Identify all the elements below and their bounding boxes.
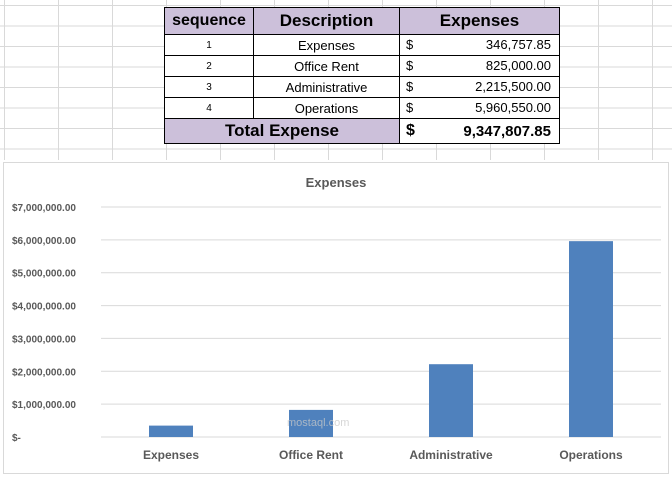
- cell-sequence[interactable]: 1: [164, 34, 254, 56]
- currency-symbol: $: [406, 122, 415, 139]
- cell-expense[interactable]: $ 346,757.85: [399, 34, 560, 56]
- total-label[interactable]: Total Expense: [164, 118, 400, 144]
- cell-sequence[interactable]: 2: [164, 55, 254, 77]
- bar-expenses: [149, 425, 193, 437]
- cell-expense[interactable]: $ 825,000.00: [399, 55, 560, 77]
- x-tick-label: Office Rent: [279, 448, 343, 462]
- table-row: 4 Operations $ 5,960,550.00: [164, 97, 560, 119]
- header-expenses[interactable]: Expenses: [399, 7, 560, 35]
- table-header-row: sequence Description Expenses: [164, 7, 560, 35]
- expense-amount: 346,757.85: [485, 37, 551, 52]
- y-tick-label: $6,000,000.00: [12, 236, 76, 247]
- header-description[interactable]: Description: [253, 7, 400, 35]
- bar-administrative: [429, 364, 473, 437]
- expense-amount: 825,000.00: [485, 58, 551, 73]
- y-tick-label: $4,000,000.00: [12, 302, 76, 313]
- expense-amount: 5,960,550.00: [475, 100, 551, 115]
- table-row: 3 Administrative $ 2,215,500.00: [164, 76, 560, 98]
- cell-description[interactable]: Operations: [253, 97, 400, 119]
- currency-symbol: $: [406, 37, 414, 52]
- cell-description[interactable]: Office Rent: [253, 55, 400, 77]
- y-tick-label: $1,000,000.00: [12, 400, 76, 411]
- bar-office-rent: [289, 409, 333, 437]
- chart-title: Expenses: [306, 175, 367, 190]
- y-tick-label: $3,000,000.00: [12, 334, 76, 345]
- x-tick-label: Expenses: [143, 448, 199, 462]
- expense-table: sequence Description Expenses 1 Expenses…: [164, 7, 560, 144]
- header-sequence[interactable]: sequence: [164, 7, 254, 35]
- y-tick-label: $5,000,000.00: [12, 269, 76, 280]
- cell-description[interactable]: Expenses: [253, 34, 400, 56]
- cell-expense[interactable]: $ 2,215,500.00: [399, 76, 560, 98]
- y-tick-label: $2,000,000.00: [12, 367, 76, 378]
- table-row: 2 Office Rent $ 825,000.00: [164, 55, 560, 77]
- currency-symbol: $: [406, 58, 414, 73]
- chart-plot: Expenses $- $1,000,000.00 $2,000,000.00 $3,0…: [12, 175, 661, 462]
- x-tick-label: Operations: [559, 448, 623, 462]
- currency-symbol: $: [406, 79, 414, 94]
- cell-sequence[interactable]: 4: [164, 97, 254, 119]
- total-amount: 9,347,807.85: [463, 123, 551, 140]
- cell-expense[interactable]: $ 5,960,550.00: [399, 97, 560, 119]
- expenses-chart[interactable]: Expenses $- $1,000,000.00 $2,000,000.00 $3,0…: [3, 162, 669, 474]
- y-tick-label: $7,000,000.00: [12, 203, 76, 214]
- table-row: 1 Expenses $ 346,757.85: [164, 34, 560, 56]
- bar-operations: [569, 241, 613, 437]
- total-row: Total Expense $ 9,347,807.85: [164, 118, 560, 144]
- y-tick-label: $-: [12, 433, 21, 444]
- currency-symbol: $: [406, 100, 414, 115]
- x-tick-label: Administrative: [409, 448, 493, 462]
- expense-amount: 2,215,500.00: [475, 79, 551, 94]
- cell-description[interactable]: Administrative: [253, 76, 400, 98]
- cell-sequence[interactable]: 3: [164, 76, 254, 98]
- total-cell[interactable]: $ 9,347,807.85: [399, 118, 560, 144]
